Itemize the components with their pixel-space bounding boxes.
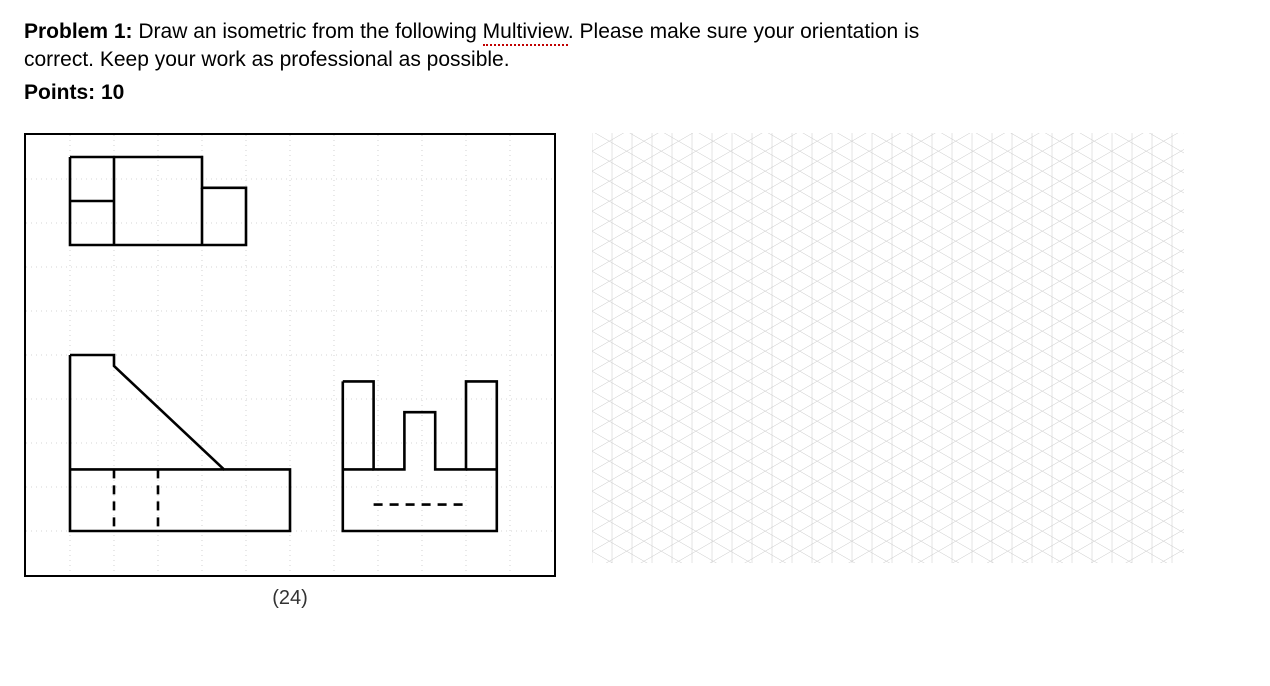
multiview-drawing [24,133,556,577]
isometric-grid [592,133,1184,563]
figure-caption: (24) [24,587,556,610]
multiview-container: (24) [24,133,556,610]
problem-prompt: Problem 1: Draw an isometric from the fo… [24,18,924,75]
isometric-grid-container [592,133,1184,568]
prompt-text-before: Draw an isometric from the following [133,20,483,43]
figures-row: (24) [24,133,1246,610]
multiview-word: Multiview [483,20,568,46]
points-label: Points: 10 [24,81,1246,105]
problem-label: Problem 1: [24,20,133,43]
